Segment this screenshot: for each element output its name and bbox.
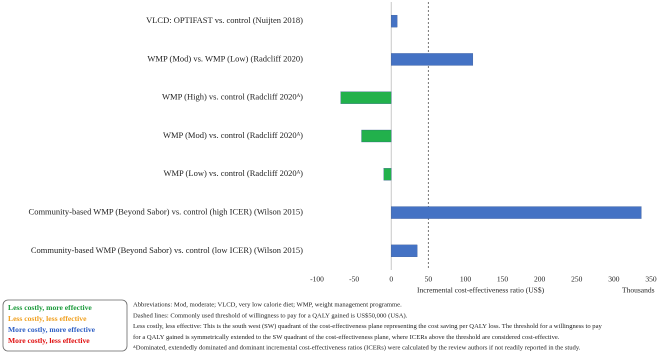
note: Dashed lines: Commonly used threshold of…: [133, 312, 408, 319]
bar: [391, 53, 474, 66]
y-tick-label: Community-based WMP (Beyond Sabor) vs. c…: [31, 245, 303, 255]
y-tick-label: WMP (Mod) vs. WMP (Low) (Radcliff 2020): [147, 53, 303, 63]
x-tick-label: 250: [571, 275, 583, 284]
x-tick-label: 200: [534, 275, 546, 284]
y-tick-label: VLCD: OPTIFAST vs. control (Nuijten 2018…: [146, 15, 303, 25]
x-tick-label: 350: [645, 275, 657, 284]
x-tick-label: 150: [497, 275, 509, 284]
x-tick-label: 300: [608, 275, 620, 284]
y-tick-label: WMP (High) vs. control (Radcliff 2020ᴬ): [162, 92, 303, 102]
legend-label: Less costly, more effective: [8, 303, 92, 312]
note: ᴬDominated, extendedly dominated and dom…: [133, 345, 581, 352]
legend-label: Less costly, less effective: [8, 314, 87, 323]
x-axis-label: Incremental cost-effectiveness ratio (US…: [417, 286, 545, 295]
x-tick-label: 0: [389, 275, 393, 284]
note: Less costly, less effective: This is the…: [133, 323, 602, 330]
note: for a QALY gained is symmetrically exten…: [133, 334, 560, 341]
bar: [391, 244, 418, 258]
x-tick-label: 100: [460, 275, 472, 284]
legend-label: More costly, less effective: [8, 336, 90, 345]
x-tick-label: 50: [425, 275, 433, 284]
bar: [391, 14, 398, 28]
y-tick-label: WMP (Mod) vs. control (Radcliff 2020ᴬ): [163, 130, 303, 140]
x-unit: Thousands: [622, 286, 655, 295]
legend-label: More costly, more effective: [8, 325, 96, 334]
y-tick-label: WMP (Low) vs. control (Radcliff 2020ᴬ): [163, 168, 303, 178]
bar: [340, 91, 392, 104]
bar: [361, 129, 392, 143]
x-tick-label: -50: [349, 275, 359, 284]
bar: [383, 168, 392, 181]
note: Abbreviations: Mod, moderate; VLCD, very…: [133, 302, 402, 309]
y-tick-label: Community-based WMP (Beyond Sabor) vs. c…: [29, 207, 304, 217]
bar: [391, 206, 642, 219]
x-tick-label: -100: [310, 275, 324, 284]
legend-box: [2, 299, 128, 352]
